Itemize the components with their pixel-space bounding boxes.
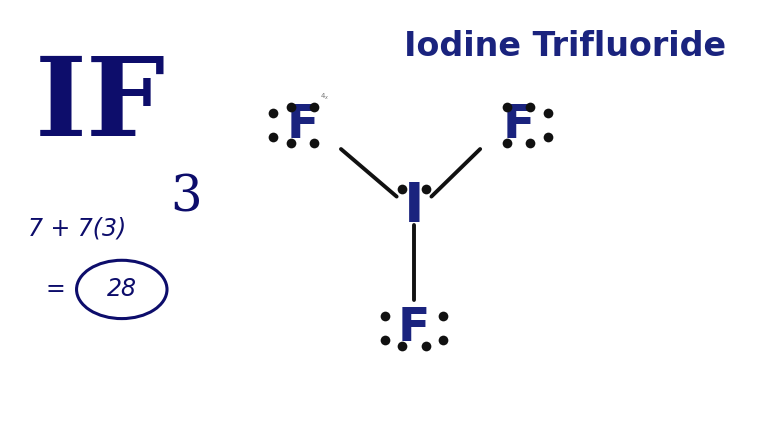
Text: F: F bbox=[502, 103, 535, 148]
Text: $\it{4_x}$: $\it{4_x}$ bbox=[320, 92, 329, 102]
Text: 28: 28 bbox=[107, 277, 137, 302]
Text: F: F bbox=[286, 103, 319, 148]
Text: 7 + 7(3): 7 + 7(3) bbox=[28, 217, 126, 241]
Text: =: = bbox=[45, 277, 65, 302]
Text: Iodine Trifluoride: Iodine Trifluoride bbox=[404, 30, 726, 63]
Text: F: F bbox=[398, 306, 430, 351]
Text: I: I bbox=[404, 181, 425, 234]
Text: 3: 3 bbox=[170, 173, 202, 222]
Text: IF: IF bbox=[35, 52, 166, 159]
